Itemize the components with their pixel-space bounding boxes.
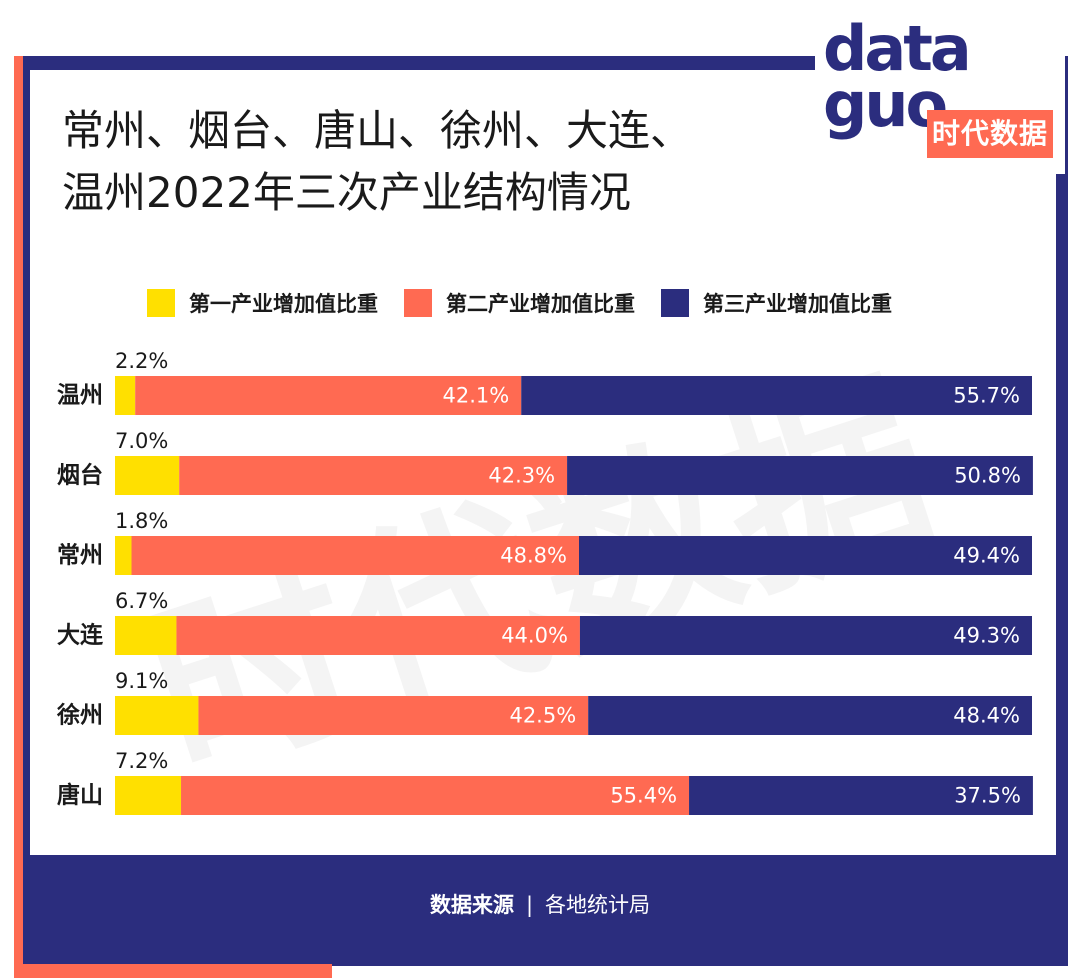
data-label-tertiary: 50.8%	[954, 464, 1021, 488]
bar-segment-secondary	[176, 616, 580, 655]
bar-segment-secondary	[131, 536, 580, 575]
data-source: 数据来源 | 各地统计局	[0, 890, 1080, 920]
bar-segment-secondary	[135, 376, 522, 415]
bar-segment-secondary	[179, 456, 568, 495]
frame-accent-left	[14, 56, 23, 978]
legend-label-tertiary: 第三产业增加值比重	[703, 292, 892, 316]
brand-logo: data guo 时代数据	[815, 14, 1065, 174]
data-label-tertiary: 49.4%	[953, 544, 1020, 568]
data-label-primary: 7.0%	[115, 429, 168, 453]
legend-item-secondary: 第二产业增加值比重	[404, 288, 635, 318]
bottom-accent-bar	[14, 964, 332, 978]
data-label-secondary: 42.1%	[443, 384, 510, 408]
logo-chinese-badge: 时代数据	[927, 110, 1053, 158]
data-label-primary: 6.7%	[115, 589, 168, 613]
bar-segment-primary	[115, 776, 182, 815]
bar-segment-primary	[115, 616, 177, 655]
legend-item-primary: 第一产业增加值比重	[147, 288, 378, 318]
bottom-white-strip	[332, 966, 1068, 978]
data-label-secondary: 42.5%	[509, 704, 576, 728]
bar-segment-tertiary	[579, 616, 1032, 655]
category-label: 烟台	[57, 462, 103, 489]
category-label: 徐州	[56, 702, 103, 729]
category-label: 常州	[57, 543, 103, 569]
data-label-primary: 2.2%	[115, 349, 168, 373]
legend-item-tertiary: 第三产业增加值比重	[661, 288, 892, 318]
logo-text-line1: data	[823, 12, 972, 85]
bar-segment-tertiary	[567, 456, 1033, 495]
bar-segment-tertiary	[521, 376, 1032, 415]
source-separator: |	[525, 893, 534, 917]
data-label-primary: 7.2%	[115, 749, 168, 773]
legend-swatch-secondary	[404, 289, 432, 317]
category-label: 温州	[57, 383, 103, 409]
bar-segment-secondary	[181, 776, 690, 815]
legend-swatch-primary	[147, 289, 175, 317]
data-label-secondary: 55.4%	[610, 784, 677, 808]
data-label-secondary: 44.0%	[501, 624, 568, 648]
data-label-tertiary: 48.4%	[953, 704, 1020, 728]
data-label-tertiary: 55.7%	[953, 384, 1020, 408]
chart-title: 常州、烟台、唐山、徐州、大连、 温州2022年三次产业结构情况	[62, 106, 693, 217]
data-label-secondary: 48.8%	[500, 544, 567, 568]
data-label-primary: 1.8%	[115, 509, 168, 533]
bar-segment-primary	[115, 696, 199, 735]
legend-label-secondary: 第二产业增加值比重	[446, 292, 635, 316]
chart-legend: 第一产业增加值比重 第二产业增加值比重 第三产业增加值比重	[147, 288, 918, 318]
bar-segment-tertiary	[579, 536, 1032, 575]
legend-label-primary: 第一产业增加值比重	[189, 292, 378, 316]
category-label: 大连	[57, 622, 104, 649]
bar-segment-primary	[115, 376, 136, 415]
bar-segment-secondary	[198, 696, 589, 735]
data-label-tertiary: 37.5%	[954, 784, 1021, 808]
bar-segment-primary	[115, 536, 132, 575]
source-label: 数据来源	[429, 893, 514, 917]
legend-swatch-tertiary	[661, 289, 689, 317]
bar-segment-tertiary	[689, 776, 1033, 815]
bar-segment-tertiary	[588, 696, 1032, 735]
data-label-tertiary: 49.3%	[953, 624, 1020, 648]
category-label: 唐山	[57, 782, 103, 809]
source-value: 各地统计局	[545, 893, 651, 917]
data-label-secondary: 42.3%	[488, 464, 555, 488]
data-label-primary: 9.1%	[115, 669, 168, 693]
bar-segment-primary	[115, 456, 180, 495]
